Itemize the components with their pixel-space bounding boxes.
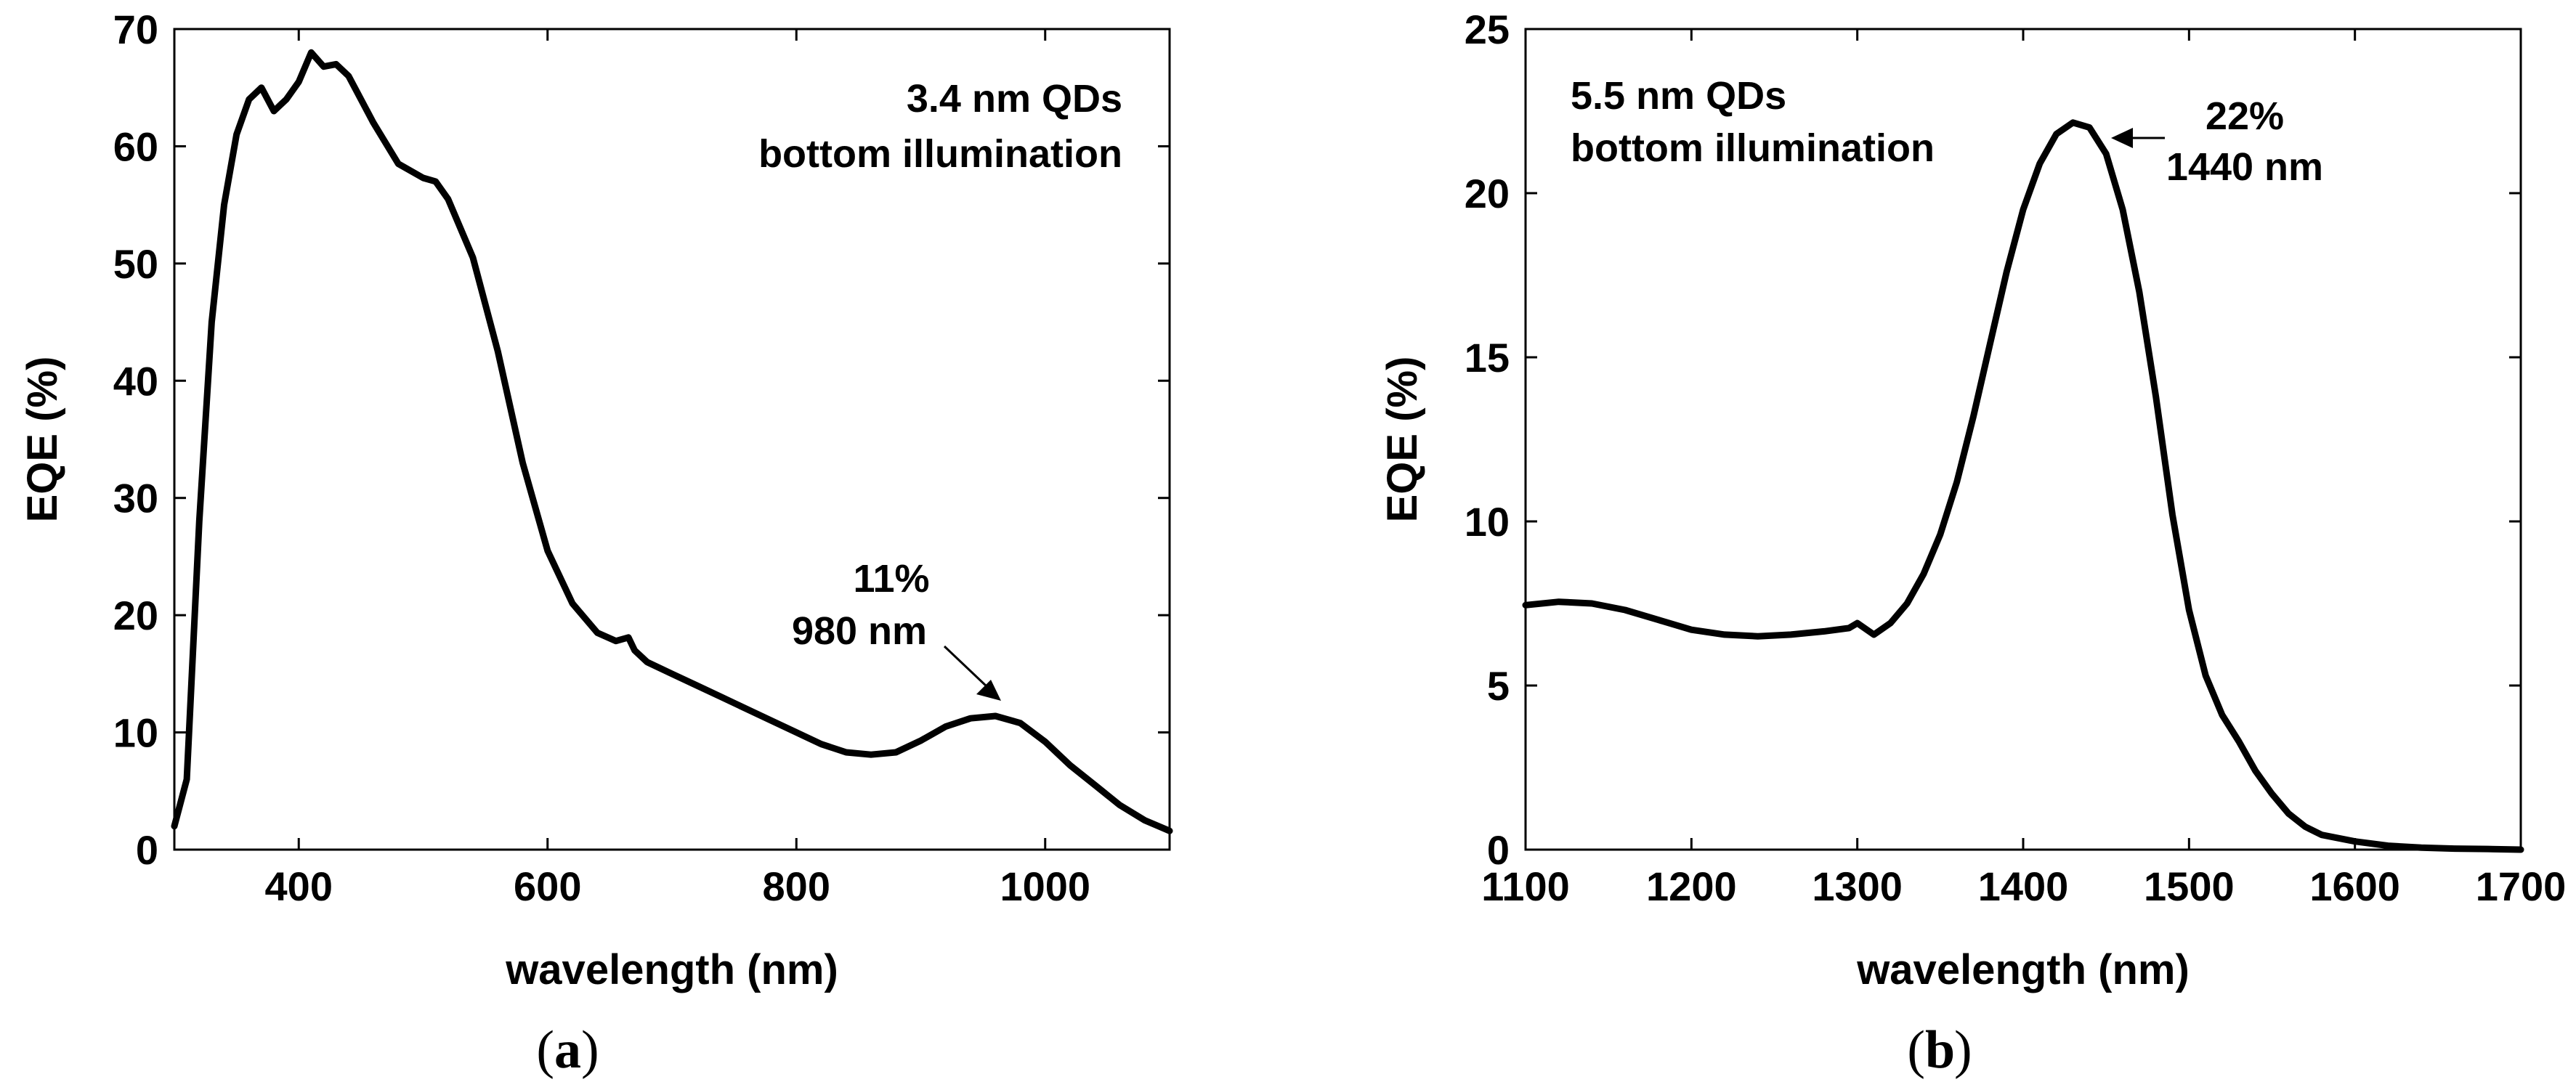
x-tick-label-b-1400: 1400 [1978,863,2069,909]
svg-text:(: ( [1907,1020,1925,1080]
chart-b: 1100 1200 1300 1400 1500 1600 1700 0 5 10 15 20 25 5… [1379,7,2566,1080]
x-tick-label-b-1500: 1500 [2144,863,2235,909]
x-tick-label-a-1000: 1000 [1000,863,1090,909]
svg-text:): ) [581,1020,599,1080]
y-tick-label-a-20: 20 [113,593,158,638]
x-tick-label-b-1300: 1300 [1812,863,1903,909]
peak-annotation-value-b: 22% [2206,94,2284,138]
tick-labels-a: 400 600 800 1000 0 10 20 30 40 50 60 70 [113,7,1090,909]
x-tick-label-a-600: 600 [514,863,581,909]
y-tick-label-a-70: 70 [113,7,158,52]
y-axis-title-b: EQE (%) [1379,357,1426,523]
y-axis-title-a: EQE (%) [19,357,66,523]
y-tick-label-b-0: 0 [1487,827,1510,873]
peak-annotation-value-a: 11% [853,557,929,601]
panel-label-b: ( b ) [1907,1020,1972,1080]
eqe-curve-b [1522,119,2524,853]
y-tick-label-a-10: 10 [113,710,158,756]
x-tick-label-a-800: 800 [763,863,830,909]
illumination-label-a: bottom illumination [758,132,1122,176]
x-tick-label-b-1100: 1100 [1481,863,1570,909]
y-tick-label-b-5: 5 [1487,663,1510,709]
peak-annotation-wavelength-b: 1440 nm [2166,145,2323,189]
y-tick-label-a-0: 0 [136,827,158,873]
svg-text:(: ( [536,1020,554,1080]
y-tick-label-a-60: 60 [113,123,158,169]
y-tick-label-b-20: 20 [1465,171,1510,216]
peak-arrow-a [943,645,988,688]
svg-text:): ) [1954,1020,1972,1080]
y-tick-label-b-25: 25 [1465,7,1510,52]
x-axis-title-b: wavelength (nm) [1856,946,2190,993]
ticks-a [174,28,1170,851]
peak-arrowhead-b [2111,128,2133,148]
y-tick-label-b-10: 10 [1465,499,1510,545]
tick-labels-b: 1100 1200 1300 1400 1500 1600 1700 0 5 10 15 20 25 [1465,7,2567,909]
illumination-label-b: bottom illumination [1571,126,1935,170]
sample-label-b: 5.5 nm QDs [1571,74,1786,118]
peak-arrowhead-a [976,680,1001,701]
panel-letter-a: a [554,1020,581,1080]
x-tick-label-a-400: 400 [265,863,333,909]
peak-annotation-wavelength-a: 980 nm [792,609,927,653]
plot-frame-a [173,28,1171,851]
panel-letter-b: b [1925,1020,1955,1080]
x-tick-label-b-1700: 1700 [2476,863,2567,909]
y-tick-label-a-30: 30 [113,476,158,521]
y-tick-label-a-40: 40 [113,358,158,404]
sample-label-a: 3.4 nm QDs [907,77,1122,121]
y-tick-label-b-15: 15 [1465,335,1510,381]
eqe-curve-a [171,49,1173,834]
x-axis-title-a: wavelength (nm) [505,946,838,993]
panel-label-a: ( a ) [536,1020,599,1080]
x-tick-label-b-1600: 1600 [2309,863,2400,909]
x-tick-label-b-1200: 1200 [1646,863,1737,909]
y-tick-label-a-50: 50 [113,241,158,287]
